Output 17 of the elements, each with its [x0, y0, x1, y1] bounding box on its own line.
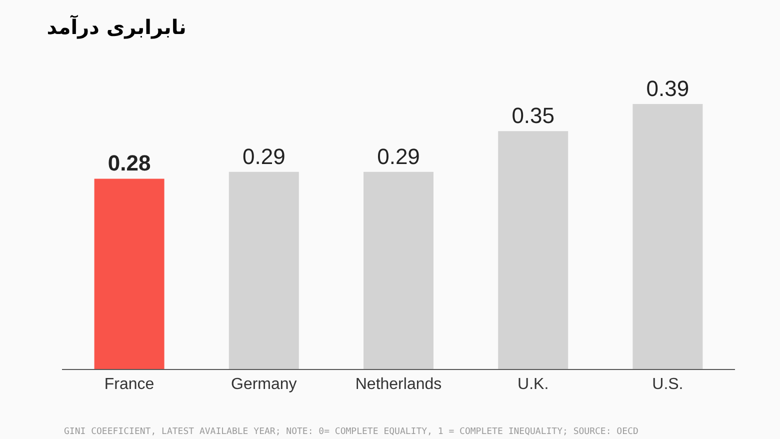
- x-tick-label: Netherlands: [355, 376, 442, 394]
- bar: [498, 131, 568, 369]
- bar: [364, 172, 434, 369]
- x-tick-label: U.K.: [518, 376, 549, 394]
- data-label: 0.29: [377, 144, 420, 169]
- bar: [94, 178, 164, 369]
- x-tick-label: U.S.: [652, 376, 684, 394]
- x-tick-label: France: [104, 376, 154, 394]
- bar: [632, 104, 703, 369]
- data-label: 0.29: [242, 144, 286, 169]
- data-label: 0.28: [108, 150, 151, 176]
- data-label: 0.39: [646, 76, 690, 101]
- text: GINI COEEFICIENT, LATEST AVAILABLE YEAR; NOTE: 0= COMPLETE EQUALITY, 1 = COMPLETE INEQUALITY; SOURCE: OECD: [64, 427, 638, 437]
- data-label: 0.35: [512, 103, 555, 128]
- x-tick-label: Germany: [231, 376, 297, 394]
- chart-title: نابرابری درآمد: [46, 14, 186, 39]
- bar: [228, 172, 299, 369]
